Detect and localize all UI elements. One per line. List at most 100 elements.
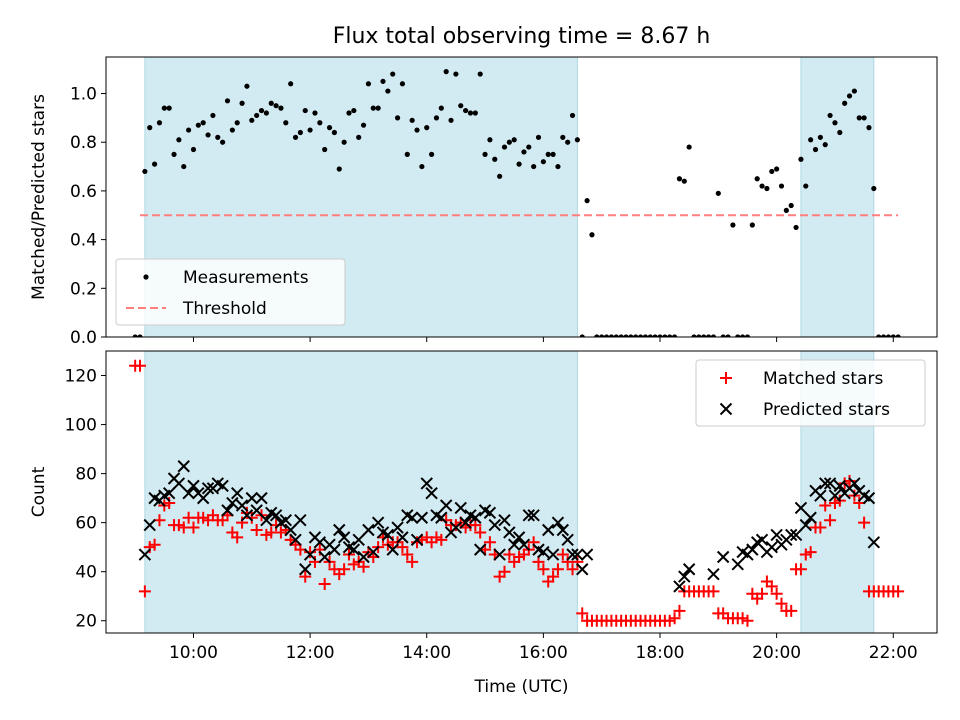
measurements-point <box>254 112 260 119</box>
measurements-point <box>788 202 794 209</box>
data-points <box>132 69 901 337</box>
predicted-stars-point <box>833 479 847 493</box>
predicted-stars-point <box>522 509 535 522</box>
measurements-point <box>647 334 653 337</box>
matched-stars-point <box>756 587 769 600</box>
measurements-point <box>589 232 595 238</box>
measurements-point <box>419 163 425 170</box>
predicted-stars-point <box>512 531 526 544</box>
measurements-point <box>448 117 454 123</box>
matched-stars-point <box>187 521 200 534</box>
legend-label: Matched stars <box>763 369 883 389</box>
measurements-point <box>764 185 770 192</box>
data-points <box>129 359 905 627</box>
predicted-stars-point <box>381 528 395 542</box>
measurements-point <box>837 129 843 136</box>
measurements-point <box>210 112 216 119</box>
predicted-stars-point <box>337 531 351 544</box>
predicted-stars-point <box>794 501 808 515</box>
matched-stars-point <box>707 585 720 598</box>
y-axis-label: Matched/Predicted stars <box>29 94 49 300</box>
predicted-stars-point <box>240 509 254 522</box>
measurements-point <box>633 334 639 337</box>
predicted-stars-point <box>172 477 186 490</box>
chart-title: Flux total observing time = 8.67 h <box>333 24 711 49</box>
measurements-point <box>842 100 848 106</box>
measurements-point <box>676 176 683 182</box>
y-tick-label: 80 <box>75 465 97 485</box>
measurements-point <box>438 105 444 111</box>
measurements-point <box>171 151 177 157</box>
measurements-point <box>866 125 872 131</box>
measurements-point <box>531 163 537 170</box>
measurements-point <box>642 334 649 337</box>
measurements-point <box>467 110 474 116</box>
measurements-point <box>778 183 785 189</box>
predicted-stars-point <box>391 521 404 534</box>
predicted-stars-point <box>493 548 506 561</box>
measurements-point <box>477 71 483 77</box>
predicted-stars-point <box>162 487 176 500</box>
measurements-point <box>224 98 231 104</box>
y-tick-label: 60 <box>75 514 97 534</box>
measurements-point <box>433 115 440 121</box>
predicted-stars-point <box>216 479 229 493</box>
y-tick-label: 120 <box>65 367 97 387</box>
x-tick-label: 16:00 <box>519 643 568 663</box>
predicted-stars-point <box>765 540 778 554</box>
measurements-point <box>769 168 775 175</box>
matched-stars-point <box>765 580 778 593</box>
predicted-stars-point <box>284 523 297 537</box>
predicted-stars-point <box>862 491 876 505</box>
measurements-point <box>390 71 396 77</box>
measurements-point <box>239 100 245 106</box>
x-tick-label: 22:00 <box>869 643 918 663</box>
predicted-stars-point <box>537 545 550 559</box>
measurements-point <box>584 198 590 204</box>
measurements-point <box>701 334 707 337</box>
matched-stars-point <box>483 536 496 549</box>
predicted-stars-point <box>367 545 380 559</box>
top-panel-ratio: 0.0 0.2 0.4 0.6 0.8 1.0 Flux total observing t… <box>29 24 938 348</box>
measurements-point <box>244 83 250 89</box>
measurements-point <box>730 222 736 228</box>
matched-stars-point <box>770 587 783 600</box>
predicted-stars-point <box>561 533 574 547</box>
matched-stars-point <box>401 548 414 561</box>
matched-stars-point <box>250 524 263 537</box>
predicted-stars-point <box>226 496 239 510</box>
predicted-stars-point <box>231 487 244 500</box>
x-tick-label: 18:00 <box>636 643 685 663</box>
predicted-stars-point <box>250 504 263 517</box>
predicted-stars-point <box>819 477 832 490</box>
measurements-point <box>375 105 381 111</box>
measurements-point <box>166 105 172 111</box>
predicted-stars-point <box>483 506 497 520</box>
measurements-point <box>827 112 833 119</box>
measurements-point <box>273 103 279 109</box>
matched-stars-point <box>571 555 584 568</box>
predicted-stars-point <box>245 491 258 505</box>
predicted-stars-point <box>435 511 448 524</box>
measurements-point <box>574 137 580 143</box>
measurements-point <box>360 122 367 128</box>
predicted-stars-point <box>508 538 521 551</box>
matched-stars-point <box>304 546 317 559</box>
matched-stars-point <box>338 563 351 576</box>
measurements-point <box>482 151 488 157</box>
matched-stars-point <box>357 560 370 573</box>
measurements-point <box>861 115 867 121</box>
measurements-point <box>521 149 527 155</box>
measurements-point <box>356 134 362 140</box>
measurements-point <box>565 139 571 145</box>
predicted-stars-point <box>814 489 827 502</box>
matched-stars-point <box>551 563 564 576</box>
matched-stars-point <box>498 565 511 578</box>
predicted-stars-point <box>571 548 584 561</box>
matched-stars-point <box>527 536 540 549</box>
matched-stars-point <box>299 570 312 583</box>
predicted-stars-point <box>303 548 317 561</box>
predicted-stars-point <box>828 489 842 502</box>
measurements-point <box>550 151 556 157</box>
measurements-point <box>540 159 546 165</box>
